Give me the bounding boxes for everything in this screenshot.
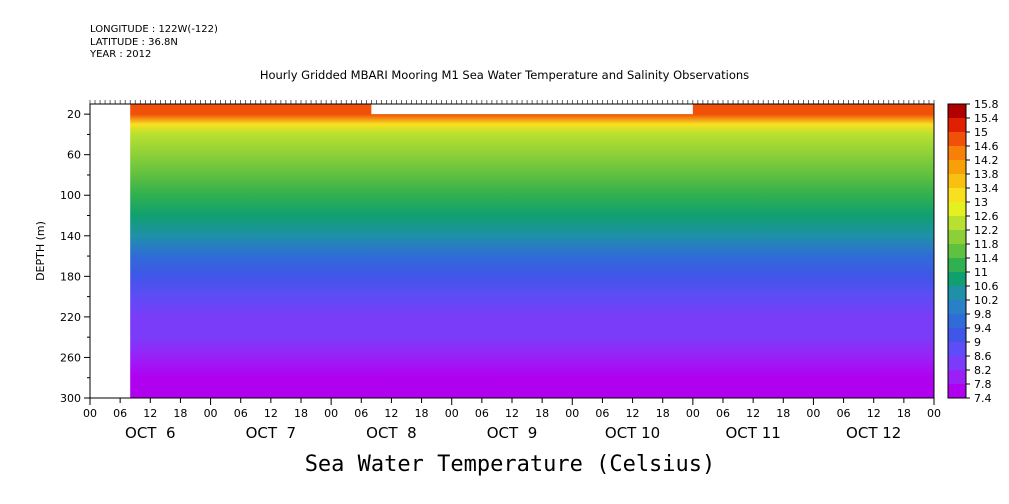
colorbar-label: 9	[974, 336, 981, 349]
colorbar-label: 13.8	[974, 168, 999, 181]
colorbar-label: 11	[974, 266, 988, 279]
colorbar-label: 12.6	[974, 210, 999, 223]
x-tick-label: 00	[565, 407, 579, 420]
y-axis-title: DEPTH (m)	[34, 221, 47, 281]
x-tick-label: 12	[384, 407, 398, 420]
colorbar-swatch	[948, 328, 966, 342]
latitude-label: LATITUDE : 36.8N	[90, 36, 178, 48]
colorbar-label: 7.8	[974, 378, 992, 391]
y-tick-label: 260	[60, 351, 81, 364]
colorbar-swatch	[948, 118, 966, 132]
x-tick-label: 12	[746, 407, 760, 420]
x-tick-label: 18	[656, 407, 670, 420]
y-tick-label: 140	[60, 230, 81, 243]
colorbar-swatch	[948, 216, 966, 230]
colorbar-swatch	[948, 146, 966, 160]
x-tick-label: 00	[204, 407, 218, 420]
colorbar-swatch	[948, 370, 966, 384]
metadata-block: LONGITUDE : 122W(-122) LATITUDE : 36.8N …	[90, 24, 218, 62]
x-tick-label: 18	[535, 407, 549, 420]
missing-data-gap	[371, 104, 693, 115]
colorbar-swatch	[948, 258, 966, 272]
colorbar-label: 14.2	[974, 154, 999, 167]
x-tick-label: 18	[173, 407, 187, 420]
day-label: OCT 11	[725, 424, 780, 442]
x-tick-label: 06	[354, 407, 368, 420]
colorbar-label: 12.2	[974, 224, 999, 237]
x-tick-label: 06	[234, 407, 248, 420]
x-tick-label: 06	[716, 407, 730, 420]
year-label: YEAR : 2012	[90, 49, 152, 60]
colorbar-swatch	[948, 356, 966, 370]
y-tick-label: 20	[67, 108, 81, 121]
colorbar-label: 11.8	[974, 238, 999, 251]
x-tick-label: 00	[927, 407, 941, 420]
colorbar-label: 9.4	[974, 322, 992, 335]
colorbar-swatch	[948, 174, 966, 188]
y-tick-label: 300	[60, 392, 81, 405]
x-tick-label: 06	[113, 407, 127, 420]
y-tick-label: 100	[60, 189, 81, 202]
colorbar-swatch	[948, 132, 966, 146]
colorbar-label: 8.2	[974, 364, 992, 377]
y-tick-label: 180	[60, 270, 81, 283]
colorbar-swatch	[948, 272, 966, 286]
colorbar-swatch	[948, 286, 966, 300]
x-tick-label: 18	[776, 407, 790, 420]
colorbar-label: 11.4	[974, 252, 999, 265]
day-label: OCT 9	[487, 424, 538, 442]
colorbar-label: 13	[974, 196, 988, 209]
x-tick-label: 00	[83, 407, 97, 420]
colorbar-label: 10.2	[974, 294, 999, 307]
colorbar-label: 9.8	[974, 308, 992, 321]
colorbar-label: 8.6	[974, 350, 992, 363]
chart-title: Hourly Gridded MBARI Mooring M1 Sea Wate…	[259, 68, 750, 82]
x-tick-label: 12	[867, 407, 881, 420]
colorbar-label: 10.6	[974, 280, 999, 293]
x-tick-label: 12	[143, 407, 157, 420]
day-label: OCT 8	[366, 424, 417, 442]
x-tick-label: 00	[324, 407, 338, 420]
day-label: OCT 7	[246, 424, 297, 442]
longitude-label: LONGITUDE : 122W(-122)	[90, 24, 218, 35]
day-label: OCT 6	[125, 424, 176, 442]
y-tick-label: 220	[60, 311, 81, 324]
colorbar-swatch	[948, 104, 966, 118]
x-tick-label: 18	[415, 407, 429, 420]
x-tick-label: 12	[505, 407, 519, 420]
colorbar-swatch	[948, 188, 966, 202]
x-tick-label: 06	[837, 407, 851, 420]
colorbar-frame	[947, 103, 967, 399]
x-tick-label: 06	[475, 407, 489, 420]
colorbar-swatch	[948, 160, 966, 174]
colorbar-swatch	[948, 230, 966, 244]
x-tick-label: 18	[897, 407, 911, 420]
colorbar-swatch	[948, 342, 966, 356]
colorbar-label: 7.4	[974, 392, 992, 405]
day-label: OCT 10	[605, 424, 660, 442]
colorbar-label: 13.4	[974, 182, 999, 195]
x-tick-label: 12	[264, 407, 278, 420]
colorbar-label: 15.4	[974, 112, 999, 125]
x-tick-label: 00	[806, 407, 820, 420]
x-tick-label: 12	[626, 407, 640, 420]
colorbar-label: 15	[974, 126, 988, 139]
colorbar-swatch	[948, 202, 966, 216]
colorbar-swatch	[948, 300, 966, 314]
y-tick-label: 60	[67, 149, 81, 162]
x-tick-label: 18	[294, 407, 308, 420]
temperature-field	[130, 104, 934, 398]
colorbar-label: 14.6	[974, 140, 999, 153]
day-label: OCT 12	[846, 424, 901, 442]
colorbar-swatch	[948, 384, 966, 398]
colorbar-swatch	[948, 314, 966, 328]
colorbar-label: 15.8	[974, 98, 999, 111]
x-tick-label: 00	[686, 407, 700, 420]
x-tick-label: 00	[445, 407, 459, 420]
x-axis-title: Sea Water Temperature (Celsius)	[304, 452, 716, 477]
colorbar-swatch	[948, 244, 966, 258]
x-tick-label: 06	[595, 407, 609, 420]
